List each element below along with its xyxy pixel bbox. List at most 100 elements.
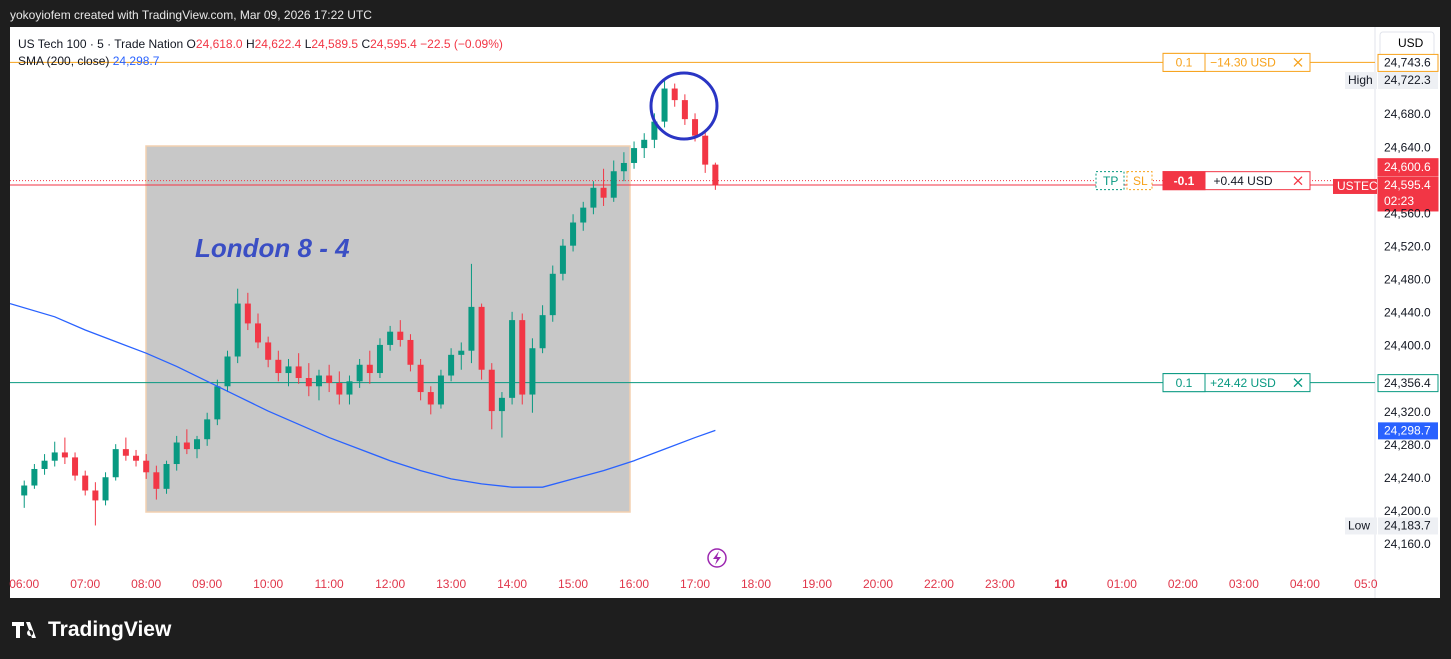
- sma-badge-text: 24,298.7: [1384, 424, 1431, 438]
- close-icon: [1293, 57, 1303, 67]
- symbol-tag-text: USTEC: [1337, 179, 1378, 193]
- x-tick-label: 09:00: [192, 577, 222, 591]
- x-tick-label: 11:00: [315, 577, 344, 591]
- sma-badge: [1378, 422, 1438, 440]
- qty: -0.1: [1174, 174, 1195, 188]
- candle-body: [336, 382, 343, 395]
- sma-name: SMA (200, close): [18, 54, 110, 68]
- extreme-label: Low: [1348, 519, 1370, 533]
- qty-box: [1162, 52, 1206, 72]
- candle-body: [92, 490, 99, 501]
- level-badge: [1377, 374, 1439, 393]
- candle-body: [437, 375, 444, 405]
- candle-body: [234, 303, 241, 357]
- candle-body: [458, 350, 465, 355]
- candle-body: [61, 452, 68, 458]
- candle-body: [661, 88, 668, 122]
- candle-body: [427, 392, 434, 405]
- close-icon: [1293, 378, 1303, 388]
- candle-body: [692, 119, 699, 136]
- symbol-tag: [1333, 178, 1377, 194]
- ohlc-value: 24,618.0: [195, 37, 243, 51]
- y-tick-label: 24,200.0: [1384, 504, 1431, 518]
- candle-body: [244, 303, 251, 324]
- x-tick-label: 13:00: [436, 577, 466, 591]
- candle-body: [82, 475, 89, 491]
- credit: yokoyiofem created with TradingView.com,…: [10, 8, 372, 22]
- x-tick-label: 10: [1054, 577, 1068, 591]
- x-tick-label: 05:0: [1354, 577, 1378, 591]
- brand: TradingView: [48, 618, 172, 641]
- sl-button: [1126, 171, 1153, 191]
- qty: 0.1: [1176, 56, 1193, 70]
- y-tick-label: 24,280.0: [1384, 438, 1431, 452]
- y-tick-label: 24,480.0: [1384, 273, 1431, 287]
- candle-body: [72, 457, 79, 476]
- y-tick-label: 24,320.0: [1384, 405, 1431, 419]
- pnl: +24.42 USD: [1210, 376, 1276, 390]
- level-badge-text: 24,356.4: [1384, 376, 1431, 390]
- candle-body: [559, 245, 566, 274]
- countdown: 02:23: [1384, 194, 1414, 208]
- pnl: −14.30 USD: [1210, 56, 1276, 70]
- x-tick-label: 12:00: [375, 577, 405, 591]
- candle-body: [194, 439, 201, 450]
- events-icon[interactable]: [707, 548, 727, 568]
- candle-body: [41, 460, 48, 469]
- candle-body: [509, 320, 516, 398]
- symbol-title: US Tech 100 · 5 · Trade Nation: [18, 37, 184, 51]
- currency: USD: [1398, 36, 1424, 50]
- legend: US Tech 100 · 5 · Trade Nation O24,618.0…: [18, 36, 503, 70]
- candle-body: [214, 386, 221, 420]
- x-tick-label: 22:00: [924, 577, 954, 591]
- y-tick-label: 24,240.0: [1384, 471, 1431, 485]
- y-tick-label: 24,160.0: [1384, 537, 1431, 551]
- y-tick-label: 24,440.0: [1384, 306, 1431, 320]
- session-box: [145, 145, 631, 513]
- extreme-label: High: [1348, 73, 1373, 87]
- candle-body: [681, 100, 688, 120]
- ohlc-value: 24,622.4: [254, 37, 302, 51]
- candle-body: [285, 366, 292, 374]
- candle-body: [356, 364, 363, 382]
- x-tick-label: 04:00: [1290, 577, 1320, 591]
- candle-body: [448, 354, 455, 376]
- level-badge-text: 24,600.6: [1384, 160, 1431, 174]
- brand-logo: [12, 622, 36, 638]
- extreme-value: 24,183.7: [1384, 519, 1431, 533]
- x-tick-label: 10:00: [253, 577, 283, 591]
- qty: 0.1: [1176, 376, 1193, 390]
- candle-body: [254, 323, 261, 343]
- ohlc-label: L: [304, 37, 312, 51]
- candle-body: [671, 88, 678, 101]
- level-badge: [1377, 158, 1439, 177]
- x-tick-label: 20:00: [863, 577, 893, 591]
- candle-body: [112, 449, 119, 478]
- level-badge: [1377, 53, 1439, 72]
- candle-body: [224, 356, 231, 387]
- change: −22.5 (−0.09%): [420, 37, 503, 51]
- candle-body: [326, 375, 333, 383]
- candle-body: [173, 442, 180, 465]
- session-label: London 8 - 4: [195, 233, 350, 263]
- candle-body: [275, 359, 282, 374]
- candle-body: [366, 364, 373, 374]
- sma-line: [10, 302, 716, 488]
- candle-body: [376, 344, 383, 374]
- candle-body: [31, 468, 38, 486]
- candle-body: [397, 331, 404, 340]
- events-bolt: [713, 551, 721, 565]
- x-tick-label: 01:00: [1107, 577, 1137, 591]
- sma-value: 24,298.7: [112, 54, 160, 68]
- candle-body: [570, 222, 577, 246]
- candle-body: [21, 485, 28, 496]
- x-tick-label: 02:00: [1168, 577, 1198, 591]
- level-badge-text: 24,743.6: [1384, 56, 1431, 70]
- candle-body: [539, 315, 546, 349]
- ohlc-value: 24,589.5: [311, 37, 359, 51]
- candle-body: [580, 207, 587, 223]
- ohlc-label: H: [245, 37, 255, 51]
- candle-body: [498, 397, 505, 412]
